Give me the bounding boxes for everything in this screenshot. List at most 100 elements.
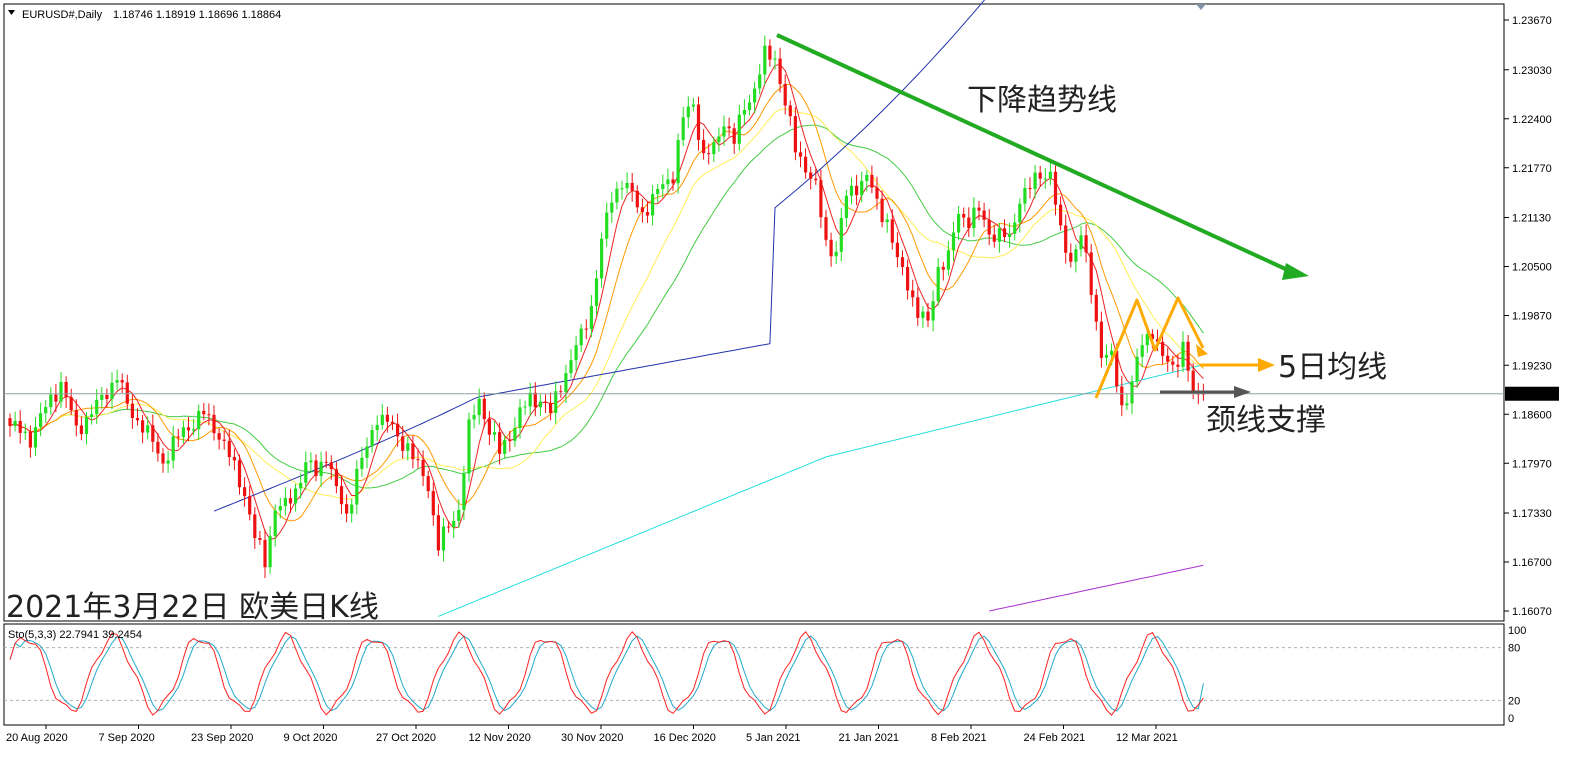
- candle-body: [171, 436, 175, 461]
- candle-body: [498, 432, 502, 454]
- candle-body: [554, 391, 558, 413]
- candle-body: [334, 469, 338, 487]
- candle-body: [1002, 228, 1007, 237]
- candle-body: [656, 188, 660, 195]
- candle-body: [197, 410, 201, 430]
- date-tick-label: 30 Nov 2020: [561, 732, 623, 744]
- price-tick-label: 1.20500: [1512, 262, 1552, 274]
- candle-body: [533, 392, 537, 408]
- candle-body: [941, 266, 945, 270]
- candle-body: [702, 139, 706, 154]
- candle-body: [314, 460, 318, 476]
- date-tick-label: 8 Feb 2021: [931, 732, 987, 744]
- candle-body: [880, 198, 884, 223]
- price-tick-label: 1.19230: [1512, 360, 1552, 372]
- candle-body: [411, 443, 415, 460]
- candle-body: [630, 182, 634, 191]
- candle-body: [49, 394, 53, 408]
- candle-body: [742, 110, 746, 115]
- stochastic-main-line: [9, 631, 1204, 716]
- candle-body: [528, 392, 532, 407]
- candle-body: [967, 217, 971, 229]
- stochastic-header: Sto(5,3,3) 22.7941 39.2454: [8, 629, 142, 641]
- candle-body: [1161, 341, 1165, 356]
- candle-body: [401, 436, 405, 451]
- candle-body: [482, 398, 486, 420]
- collapse-triangle-icon[interactable]: [8, 10, 15, 15]
- candle-body: [885, 219, 889, 223]
- candle-body: [992, 234, 996, 242]
- downtrend-arrow: [776, 33, 1309, 280]
- candle-body: [788, 105, 792, 117]
- candle-body: [1008, 233, 1012, 237]
- candle-body: [248, 496, 252, 515]
- candle-body: [778, 58, 782, 84]
- candle-body: [1120, 386, 1124, 406]
- candle-body: [13, 420, 17, 426]
- date-tick-label: 12 Nov 2020: [469, 732, 531, 744]
- price-tick-label: 1.16070: [1512, 606, 1552, 618]
- candle-body: [477, 398, 481, 416]
- candle-body: [492, 432, 497, 435]
- candle-body: [809, 172, 813, 179]
- candlesticks: [8, 35, 1205, 578]
- candle-body: [1079, 235, 1083, 250]
- candle-body: [931, 301, 935, 321]
- price-tick-label: 1.21770: [1512, 163, 1552, 175]
- candle-body: [1023, 187, 1027, 204]
- candle-body: [416, 459, 420, 461]
- candle-body: [1013, 222, 1017, 234]
- candle-body: [824, 217, 828, 240]
- candle-body: [90, 414, 94, 417]
- candle-body: [151, 425, 155, 442]
- candle-body: [161, 453, 165, 464]
- candle-body: [1130, 381, 1134, 404]
- candle-body: [926, 311, 930, 321]
- candle-body: [860, 180, 864, 196]
- candle-body: [39, 413, 43, 428]
- candle-body: [288, 498, 293, 504]
- candle-body: [1176, 364, 1180, 367]
- candle-body: [640, 207, 644, 212]
- candle-body: [962, 213, 966, 218]
- candle-body: [681, 117, 685, 141]
- price-tick-label: 1.21130: [1512, 213, 1551, 225]
- candle-body: [120, 380, 124, 383]
- candle-body: [110, 382, 114, 400]
- candle-body: [452, 520, 456, 528]
- candle-body: [987, 219, 991, 235]
- candle-body: [156, 441, 160, 454]
- candle-body: [584, 328, 588, 330]
- stochastic-tick-label: 80: [1508, 643, 1520, 655]
- candle-body: [18, 420, 22, 433]
- candle-body: [1094, 294, 1098, 322]
- candle-body: [936, 266, 940, 302]
- candle-body: [396, 423, 400, 437]
- candle-body: [1125, 403, 1129, 406]
- candle-body: [722, 126, 726, 137]
- candle-body: [589, 305, 593, 330]
- candle-body: [268, 536, 272, 568]
- candle-body: [951, 232, 956, 251]
- trendline-annotation: 下降趋势线: [967, 83, 1117, 118]
- candle-body: [1155, 339, 1160, 342]
- candle-body: [625, 182, 629, 189]
- candle-body: [732, 128, 736, 144]
- candle-body: [538, 401, 542, 408]
- ma120-line: [438, 364, 1204, 617]
- candle-body: [176, 436, 180, 438]
- candle-body: [707, 153, 711, 155]
- symbol-label: EURUSD#,Daily: [22, 9, 103, 21]
- candle-body: [1089, 252, 1093, 295]
- candle-body: [100, 394, 104, 400]
- stochastic-lines: [9, 631, 1204, 716]
- candle-body: [350, 504, 354, 514]
- candle-body: [727, 126, 731, 129]
- candle-body: [202, 410, 206, 415]
- date-tick-label: 23 Sep 2020: [191, 732, 253, 744]
- candle-body: [1145, 334, 1149, 346]
- candle-body: [773, 58, 777, 60]
- candle-body: [1018, 203, 1022, 223]
- candle-body: [181, 427, 185, 437]
- candle-body: [982, 210, 986, 220]
